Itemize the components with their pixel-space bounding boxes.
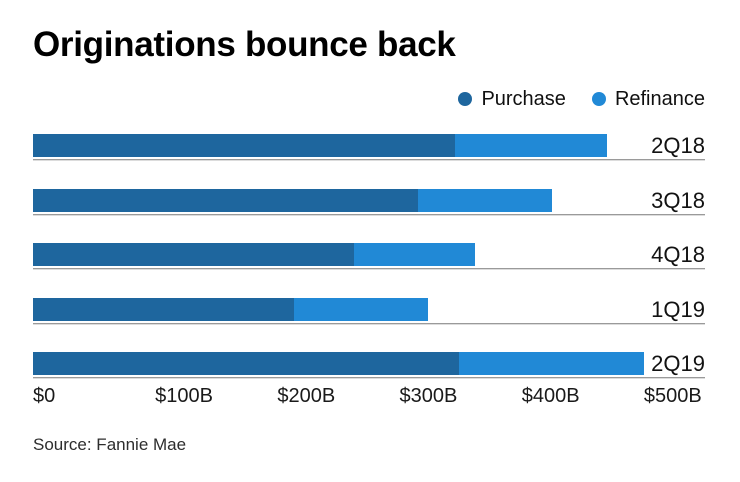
chart-title: Originations bounce back	[33, 25, 456, 64]
bar-quarter-label: 2Q19	[651, 351, 705, 376]
legend-item-refinance: Refinance	[591, 87, 705, 111]
bar-row: 3Q18	[33, 187, 705, 215]
stacked-bar	[33, 243, 705, 266]
bar-segment-refinance	[354, 243, 476, 266]
legend: Purchase Refinance	[33, 86, 705, 112]
bar-row: 4Q18	[33, 243, 705, 269]
bar-segment-purchase	[33, 243, 355, 266]
bar-segment-purchase	[33, 134, 455, 157]
row-baseline	[33, 268, 705, 269]
legend-label: Refinance	[614, 87, 705, 110]
bar-row: 2Q18	[33, 134, 705, 160]
legend-item-purchase: Purchase	[458, 88, 566, 111]
bar-segment-refinance	[454, 134, 608, 157]
stacked-bar	[33, 352, 705, 375]
legend-dot-purchase-icon	[458, 92, 473, 106]
row-baseline	[33, 159, 705, 160]
legend-dot-refinance-icon	[591, 92, 606, 106]
legend-label: Purchase	[481, 87, 566, 110]
bar-segment-purchase	[33, 352, 460, 375]
x-axis-tick-label: $0	[33, 385, 56, 407]
bar-quarter-label: 4Q18	[651, 242, 705, 267]
bar-segment-purchase	[33, 297, 295, 321]
source-label: Source: Fannie Mae	[33, 435, 187, 454]
bar-quarter-label: 3Q18	[651, 187, 705, 213]
x-axis-tick-label: $200B	[277, 385, 336, 407]
bar-segment-refinance	[294, 297, 428, 321]
row-baseline	[33, 377, 705, 378]
bar-segment-refinance	[459, 352, 644, 375]
stacked-bar	[33, 188, 705, 212]
stacked-bar	[33, 297, 705, 321]
bar-row: 1Q19	[33, 296, 705, 324]
bar-segment-refinance	[417, 188, 553, 212]
bar-rows: 2Q18 3Q18 4Q18 1Q19 2Q19	[33, 134, 705, 378]
row-baseline	[33, 322, 705, 324]
bar-segment-purchase	[33, 188, 418, 212]
x-axis-tick-label: $400B	[521, 385, 580, 407]
bar-row: 2Q19	[33, 352, 705, 378]
x-axis-tick-label: $300B	[399, 385, 458, 407]
row-baseline	[33, 213, 705, 215]
x-axis-tick-label: $500B	[643, 385, 702, 407]
bar-quarter-label: 2Q18	[651, 133, 705, 158]
x-axis: $0 $100B $200B $300B $400B $500B	[33, 385, 705, 408]
bar-quarter-label: 1Q19	[651, 296, 705, 322]
stacked-bar	[33, 134, 705, 157]
x-axis-tick-label: $100B	[155, 385, 214, 407]
